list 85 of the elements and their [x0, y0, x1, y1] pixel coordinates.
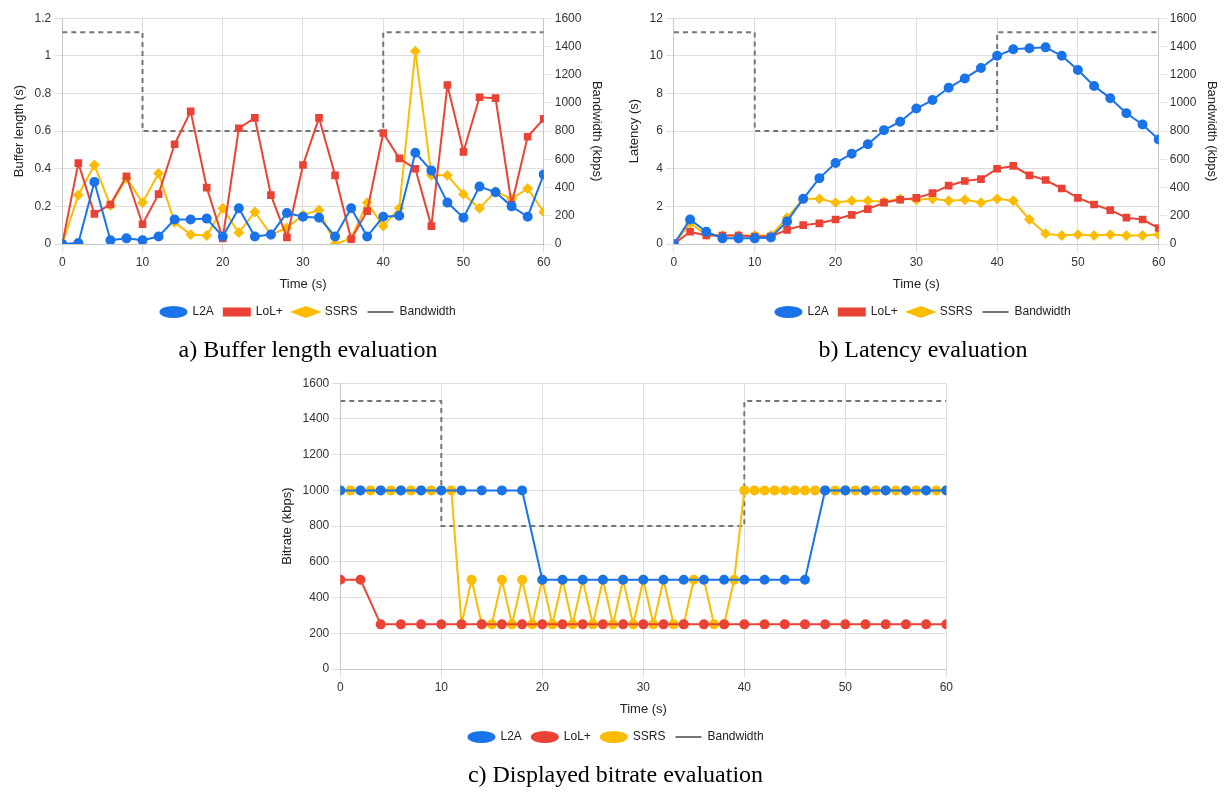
legend-label: SSRS	[324, 304, 358, 319]
legend-label: L2A	[499, 729, 522, 744]
y-tick-label: 1000	[302, 482, 330, 497]
y-tick-label: 8	[656, 85, 664, 100]
x-tick-label: 10	[748, 254, 762, 269]
y-tick-label: 1600	[302, 375, 330, 390]
x-tick-label: 30	[909, 254, 924, 269]
legend-label: Bandwidth	[399, 304, 456, 319]
y-tick-label: 0	[322, 661, 330, 676]
x-tick-label: 10	[135, 254, 150, 269]
y2-tick-label: 1000	[1169, 95, 1197, 110]
y-tick-label: 1.2	[34, 10, 52, 25]
y-tick-label: 1200	[302, 446, 330, 461]
y-tick-label: 0.8	[34, 85, 52, 100]
legend-label: LoL+	[255, 304, 283, 319]
x-tick-label: 40	[737, 679, 751, 694]
y-tick-label: 0.6	[34, 123, 52, 138]
y-tick-label: 1400	[302, 411, 330, 426]
x-tick-label: 20	[535, 679, 549, 694]
text: b) Latency evaluation	[817, 336, 1029, 363]
y2-tick-label: 1600	[1169, 10, 1197, 25]
x-tick-label: 40	[990, 254, 1005, 269]
y2-axis-title: Bandwidth (kbps)	[589, 80, 605, 182]
y-tick-label: 1	[44, 48, 52, 63]
y2-tick-label: 0	[1169, 236, 1177, 251]
y2-tick-label: 0	[554, 236, 562, 251]
y2-tick-label: 800	[1169, 123, 1191, 138]
y2-tick-label: 1600	[554, 10, 582, 25]
legend-label: L2A	[192, 304, 214, 319]
x-tick-label: 50	[456, 254, 471, 269]
y-tick-label: 0	[656, 236, 664, 251]
legend-label: SSRS	[939, 304, 973, 319]
y-tick-label: 6	[656, 123, 664, 138]
y2-tick-label: 400	[554, 179, 576, 194]
y-tick-label: 0.2	[34, 198, 52, 213]
x-tick-label: 40	[376, 254, 391, 269]
y2-tick-label: 1000	[554, 95, 582, 110]
y-axis-title: Bitrate (kbps)	[278, 487, 294, 565]
x-tick-label: 0	[58, 254, 66, 269]
y2-tick-label: 1200	[554, 66, 582, 81]
y2-tick-label: 600	[1169, 151, 1191, 166]
y-tick-label: 12	[649, 10, 664, 25]
x-tick-label: 60	[1152, 254, 1166, 269]
y-tick-label: 400	[308, 589, 330, 604]
x-tick-label: 0	[670, 254, 678, 269]
y2-axis-title: Bandwidth (kbps)	[1204, 80, 1220, 182]
x-tick-label: 30	[296, 254, 310, 269]
y-axis-title: Latency (s)	[626, 98, 642, 164]
y2-tick-label: 200	[554, 208, 576, 223]
y2-tick-label: 600	[554, 151, 576, 166]
y-tick-label: 0.4	[34, 161, 52, 176]
y-tick-label: 800	[308, 518, 330, 533]
legend-label: LoL+	[870, 304, 898, 319]
x-tick-label: 50	[1071, 254, 1085, 269]
legend-label: L2A	[807, 304, 829, 319]
y-tick-label: 10	[649, 48, 664, 63]
y-axis-title: Buffer length (s)	[11, 84, 27, 178]
x-tick-label: 60	[537, 254, 551, 269]
x-axis-title: Time (s)	[892, 275, 940, 291]
y2-tick-label: 1200	[1169, 66, 1197, 81]
x-axis-title: Time (s)	[279, 275, 327, 291]
legend-label: Bandwidth	[1014, 304, 1071, 319]
y-tick-label: 0	[44, 236, 52, 251]
x-tick-label: 60	[939, 679, 953, 694]
y-tick-label: 2	[656, 198, 664, 213]
y2-tick-label: 400	[1169, 179, 1191, 194]
x-tick-label: 10	[434, 679, 448, 694]
y-tick-label: 600	[308, 554, 330, 569]
text: a) Buffer length evaluation	[177, 336, 439, 363]
legend-label: LoL+	[563, 729, 591, 744]
legend-label: Bandwidth	[707, 729, 764, 744]
y2-tick-label: 800	[554, 123, 576, 138]
x-tick-label: 0	[336, 679, 344, 694]
x-axis-title: Time (s)	[619, 700, 667, 716]
y-tick-label: 200	[308, 625, 330, 640]
y-tick-label: 4	[656, 161, 664, 176]
x-tick-label: 30	[636, 679, 650, 694]
y2-tick-label: 200	[1169, 208, 1191, 223]
legend-label: SSRS	[632, 729, 666, 744]
x-tick-label: 20	[828, 254, 843, 269]
y2-tick-label: 1400	[554, 38, 582, 53]
y2-tick-label: 1400	[1169, 38, 1197, 53]
x-tick-label: 50	[838, 679, 852, 694]
text: c) Displayed bitrate evaluation	[466, 761, 765, 788]
x-tick-label: 20	[216, 254, 230, 269]
